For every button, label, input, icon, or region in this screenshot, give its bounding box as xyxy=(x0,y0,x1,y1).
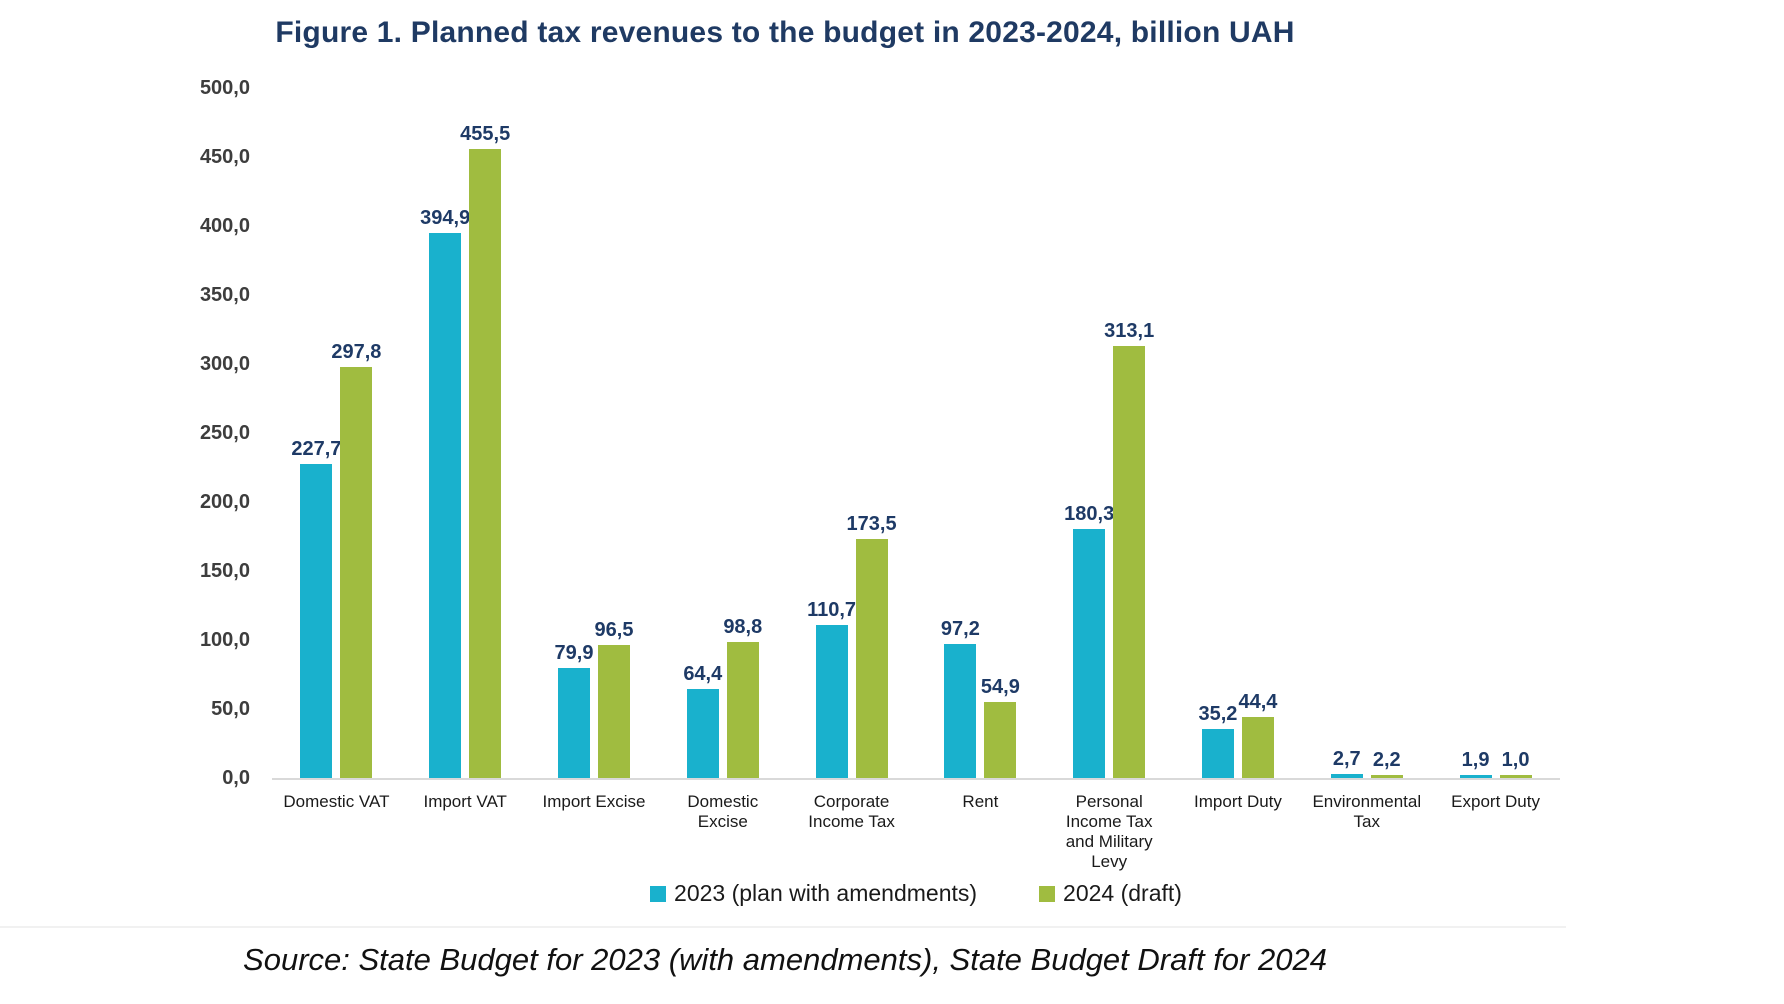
x-axis-category: Import VAT xyxy=(401,792,530,872)
bar-series-2: 1,0 xyxy=(1499,749,1532,778)
chart-bottom-edge xyxy=(0,926,1566,928)
x-axis-category-label: Rent xyxy=(962,792,999,811)
bar-value-label: 455,5 xyxy=(460,123,511,146)
bar-group: 394,9 455,5 xyxy=(401,88,530,778)
bar-series-2: 96,5 xyxy=(595,619,633,778)
bar-series-1: 2,7 xyxy=(1330,748,1363,778)
bar-series-2: 44,4 xyxy=(1239,691,1277,778)
bar-series-2: 313,1 xyxy=(1104,320,1154,778)
source-note: Source: State Budget for 2023 (with amen… xyxy=(243,942,1327,977)
bar-series-1: 1,9 xyxy=(1459,749,1492,778)
bar-series-2: 455,5 xyxy=(460,123,510,778)
bar-value-label: 35,2 xyxy=(1198,703,1238,726)
x-axis-labels: Domestic VAT Import VAT Import Excise Domes… xyxy=(272,792,1560,872)
bar-series-1: 35,2 xyxy=(1199,703,1237,778)
y-axis-tick-label: 350,0 xyxy=(199,284,250,306)
bar-series-2: 173,5 xyxy=(847,513,897,778)
bar-value-label: 313,1 xyxy=(1104,319,1155,342)
bar-series-1: 110,7 xyxy=(807,599,856,778)
legend-label: 2023 (plan with amendments) xyxy=(674,880,978,906)
bar-value-label: 64,4 xyxy=(683,663,723,686)
x-axis-category: Rent xyxy=(916,792,1045,872)
bar-group: 2,7 2,2 xyxy=(1302,88,1431,778)
bar-value-label: 97,2 xyxy=(940,617,980,640)
bar-series-1: 79,9 xyxy=(555,642,593,778)
bar-group: 110,7 173,5 xyxy=(787,88,916,778)
x-axis-category: Domestic Excise xyxy=(658,792,787,872)
x-axis-category-label: Personal Income Tax and Military Levy xyxy=(1065,792,1153,871)
x-axis-category-label: Import VAT xyxy=(423,792,507,811)
legend-label: 2024 (draft) xyxy=(1063,880,1182,906)
x-axis-category: Import Excise xyxy=(530,792,659,872)
x-axis-category-label: Import Duty xyxy=(1194,792,1282,811)
x-axis-category: Export Duty xyxy=(1431,792,1560,872)
bar-value-label: 394,9 xyxy=(420,207,471,230)
bar-value-label: 98,8 xyxy=(723,615,763,638)
y-axis-tick-label: 400,0 xyxy=(199,215,250,237)
bar-series-1: 394,9 xyxy=(420,207,470,778)
bar-series-1: 180,3 xyxy=(1064,503,1114,778)
bar-value-label: 44,4 xyxy=(1238,690,1278,713)
x-axis-category: Import Duty xyxy=(1174,792,1303,872)
bar-group: 35,2 44,4 xyxy=(1174,88,1303,778)
bar-series-1: 64,4 xyxy=(683,663,722,778)
bar-value-label: 54,9 xyxy=(980,676,1020,699)
bar-value-label: 110,7 xyxy=(807,599,857,622)
bar-value-label: 96,5 xyxy=(594,618,634,641)
bar-group: 180,3 313,1 xyxy=(1045,88,1174,778)
y-axis-tick-label: 300,0 xyxy=(199,353,250,375)
legend-item: 2023 (plan with amendments) xyxy=(650,880,977,907)
bar-value-label: 180,3 xyxy=(1064,503,1115,526)
bar-group: 79,9 96,5 xyxy=(530,88,659,778)
bar-groups: 227,7 297,8 394,9 455,5 79,9 96,5 64,4 98,8 110,… xyxy=(272,88,1560,778)
plot-area: 227,7 297,8 394,9 455,5 79,9 96,5 64,4 98,8 110,… xyxy=(200,77,1560,789)
y-axis-tick-label: 200,0 xyxy=(199,491,250,513)
x-axis-category: Environmental Tax xyxy=(1302,792,1431,872)
bar-value-label: 1,9 xyxy=(1461,749,1490,771)
bar-group: 64,4 98,8 xyxy=(658,88,787,778)
x-axis-category: Personal Income Tax and Military Levy xyxy=(1045,792,1174,872)
legend: 2023 (plan with amendments) 2024 (draft) xyxy=(272,880,1560,907)
y-axis-tick-label: 50,0 xyxy=(211,698,250,720)
legend-swatch-icon xyxy=(650,885,667,902)
bar-value-label: 79,9 xyxy=(554,641,594,664)
bar-value-label: 2,7 xyxy=(1332,748,1361,771)
x-axis-category-label: Corporate Income Tax xyxy=(808,792,895,831)
x-axis-category-label: Import Excise xyxy=(542,792,646,811)
x-axis-category-label: Environmental Tax xyxy=(1312,792,1422,831)
bar-group: 97,2 54,9 xyxy=(916,88,1045,778)
bar-group: 1,9 1,0 xyxy=(1431,88,1560,778)
legend-swatch-icon xyxy=(1039,885,1056,902)
bar-series-2: 297,8 xyxy=(331,341,381,778)
y-axis-tick-label: 100,0 xyxy=(199,629,250,651)
bar-series-1: 97,2 xyxy=(941,618,980,778)
x-axis-category-label: Domestic VAT xyxy=(283,792,390,811)
x-axis-category-label: Export Duty xyxy=(1451,792,1540,811)
x-axis-category: Domestic VAT xyxy=(272,792,401,872)
legend-item: 2024 (draft) xyxy=(1039,880,1182,907)
bar-value-label: 1,0 xyxy=(1501,749,1530,771)
y-axis-tick-label: 250,0 xyxy=(199,422,250,444)
bar-value-label: 173,5 xyxy=(846,512,897,535)
bar-series-2: 54,9 xyxy=(981,676,1020,778)
chart-title: Figure 1. Planned tax revenues to the bu… xyxy=(275,16,1295,49)
bar-group: 227,7 297,8 xyxy=(272,88,401,778)
x-axis-category-label: Domestic Excise xyxy=(687,792,759,831)
y-axis-tick-label: 500,0 xyxy=(199,77,250,99)
x-axis-category: Corporate Income Tax xyxy=(787,792,916,872)
y-axis-tick-label: 450,0 xyxy=(199,146,250,168)
y-axis-tick-label: 0,0 xyxy=(222,767,250,789)
bar-series-1: 227,7 xyxy=(291,438,341,778)
y-axis-tick-label: 150,0 xyxy=(199,560,250,582)
bar-value-label: 297,8 xyxy=(331,341,382,364)
bar-value-label: 2,2 xyxy=(1372,748,1401,771)
bar-value-label: 227,7 xyxy=(291,437,342,460)
bar-series-2: 98,8 xyxy=(723,616,762,778)
bar-series-2: 2,2 xyxy=(1370,749,1403,778)
